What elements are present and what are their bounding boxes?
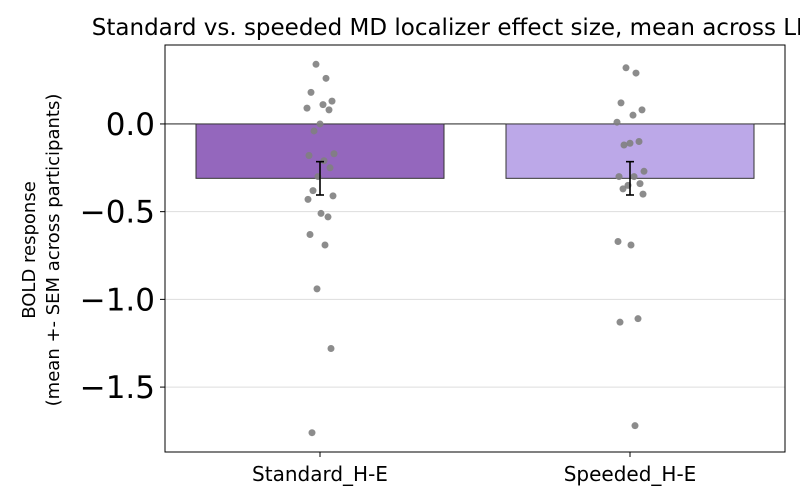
data-point: [629, 111, 637, 119]
y-tick-label: 0.0: [106, 107, 155, 143]
data-point: [327, 344, 335, 352]
data-point: [303, 104, 311, 112]
data-point: [316, 120, 324, 128]
x-tick-label: Speeded_H-E: [564, 462, 697, 486]
data-point: [620, 141, 628, 149]
data-point: [307, 88, 315, 96]
data-point: [639, 190, 647, 198]
y-tick-label: −1.0: [80, 282, 155, 318]
data-point: [632, 69, 640, 77]
bars: [195, 123, 755, 179]
data-point: [321, 241, 329, 249]
data-point: [329, 192, 337, 200]
plot-frame: [164, 44, 786, 453]
data-point: [325, 106, 333, 114]
data-point: [324, 213, 332, 221]
data-point: [317, 209, 325, 217]
data-point: [627, 241, 635, 249]
data-point: [622, 64, 630, 72]
data-point: [319, 101, 327, 109]
data-point: [309, 187, 317, 195]
x-axis-ticks: Standard_H-E Speeded_H-E: [252, 452, 696, 486]
data-point: [635, 137, 643, 145]
data-point: [626, 139, 634, 147]
y-axis-label-line2: (mean +- SEM across participants): [43, 94, 64, 407]
points: [303, 60, 648, 437]
data-point: [638, 106, 646, 114]
data-point: [615, 173, 623, 181]
data-point: [636, 180, 644, 188]
data-point: [313, 285, 321, 293]
data-point: [320, 157, 328, 165]
chart-title: Standard vs. speeded MD localizer effect…: [92, 15, 800, 41]
data-point: [306, 230, 314, 238]
data-point: [614, 237, 622, 245]
data-point: [634, 315, 642, 323]
data-point: [613, 118, 621, 126]
y-axis-label-line1: BOLD response: [19, 181, 40, 319]
data-point: [617, 99, 625, 107]
data-point: [330, 150, 338, 158]
data-point: [631, 422, 639, 430]
data-point: [305, 152, 313, 160]
data-point: [304, 195, 312, 203]
error-bars: [316, 160, 634, 196]
data-point: [312, 60, 320, 68]
data-point: [310, 127, 318, 135]
data-point: [308, 429, 316, 437]
data-point: [326, 164, 334, 172]
y-tick-label: −1.5: [80, 370, 155, 406]
data-point: [619, 185, 627, 193]
y-axis-ticks: 0.0 −0.5 −1.0 −1.5: [80, 107, 165, 406]
data-point: [616, 318, 624, 326]
data-point: [640, 167, 648, 175]
data-point: [630, 173, 638, 181]
data-point: [322, 74, 330, 82]
data-point: [328, 97, 336, 105]
y-tick-label: −0.5: [80, 195, 155, 231]
x-tick-label: Standard_H-E: [252, 462, 388, 486]
